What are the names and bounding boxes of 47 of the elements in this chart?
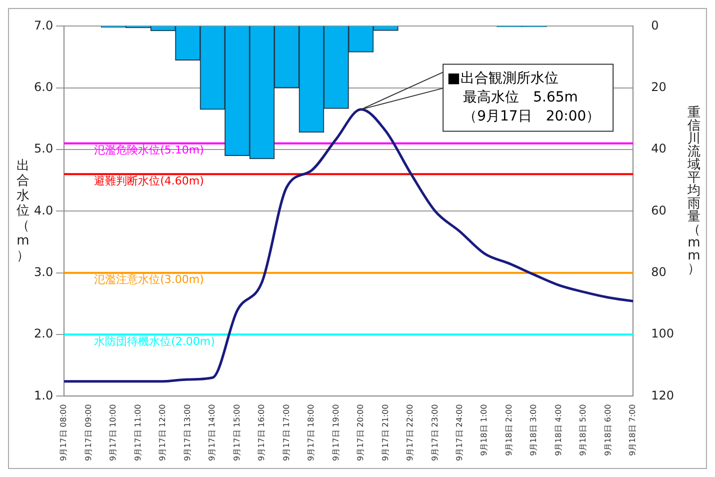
y-tick-label: 2.0 bbox=[34, 326, 54, 341]
x-tick-label: 9月18日 1:00 bbox=[480, 404, 489, 456]
x-tick-label: 9月17日 18:00 bbox=[306, 404, 316, 462]
x-tick-label: 9月17日 13:00 bbox=[182, 404, 192, 462]
ref-line-label: 避難判断水位(4.60m) bbox=[94, 174, 204, 188]
y-tick-label: 5.0 bbox=[34, 142, 54, 156]
ref-line-label: 氾濫注意水位(3.00m) bbox=[94, 273, 204, 286]
ref-line-label: 氾濫危険水位(5.10m) bbox=[94, 144, 204, 157]
y-tick-label: 6.0 bbox=[34, 80, 54, 94]
y2-tick-label: 40 bbox=[651, 142, 666, 156]
x-tick-label: 9月17日 21:00 bbox=[380, 404, 390, 462]
x-tick-label: 9月17日 14:00 bbox=[208, 404, 217, 462]
x-tick-label: 9月17日 10:00 bbox=[108, 404, 118, 462]
x-tick-label: 9月17日 08:00 bbox=[59, 404, 68, 462]
x-tick-label: 9月18日 6:00 bbox=[603, 404, 612, 456]
y2-tick-label: 120 bbox=[651, 388, 674, 402]
y-tick-label: 7.0 bbox=[34, 18, 54, 32]
x-tick-label: 9月17日 16:00 bbox=[257, 404, 266, 462]
y2-tick-label: 80 bbox=[651, 264, 666, 279]
y-tick-label: 4.0 bbox=[34, 203, 54, 218]
x-tick-label: 9月17日 19:00 bbox=[331, 404, 340, 462]
x-tick-label: 9月17日 11:00 bbox=[133, 404, 142, 462]
ref-line-label: 水防団待機水位(2.00m) bbox=[94, 334, 215, 348]
x-tick-label: 9月18日 7:00 bbox=[628, 404, 638, 456]
y-tick-label: 1.0 bbox=[34, 388, 54, 402]
y-axis-title: 出合水位（m） bbox=[16, 158, 30, 264]
annotation: 最高水位 5.65m bbox=[463, 89, 578, 106]
x-tick-label: 9月17日 20:00 bbox=[356, 404, 366, 462]
y2-tick-label: 0 bbox=[651, 18, 659, 32]
y-tick-label: 3.0 bbox=[34, 264, 54, 279]
x-tick-label: 9月17日 12:00 bbox=[158, 404, 168, 462]
x-tick-label: 9月18日 5:00 bbox=[578, 404, 588, 456]
y2-tick-label: 100 bbox=[651, 326, 674, 341]
x-tick-label: 9月17日 22:00 bbox=[406, 404, 415, 462]
y2-tick-label: 20 bbox=[651, 80, 666, 94]
x-tick-label: 9月18日 3:00 bbox=[529, 404, 538, 456]
x-tick-label: 9月18日 4:00 bbox=[554, 404, 563, 456]
x-tick-label: 9月17日 09:00 bbox=[84, 404, 93, 462]
x-tick-label: 9月18日 2:00 bbox=[504, 404, 514, 456]
x-tick-label: 9月17日 15:00 bbox=[232, 404, 242, 462]
annotation: （9月17日 20:00） bbox=[463, 108, 600, 124]
x-tick-label: 9月17日 17:00 bbox=[282, 404, 291, 462]
x-tick-label: 9月17日 24:00 bbox=[454, 404, 464, 462]
text: 重信川流域平均雨量（mm） bbox=[688, 106, 700, 277]
annotation: ■出合観測所水位 bbox=[447, 70, 558, 86]
x-tick-label: 9月17日 23:00 bbox=[430, 404, 440, 462]
y2-tick-label: 60 bbox=[651, 203, 666, 218]
